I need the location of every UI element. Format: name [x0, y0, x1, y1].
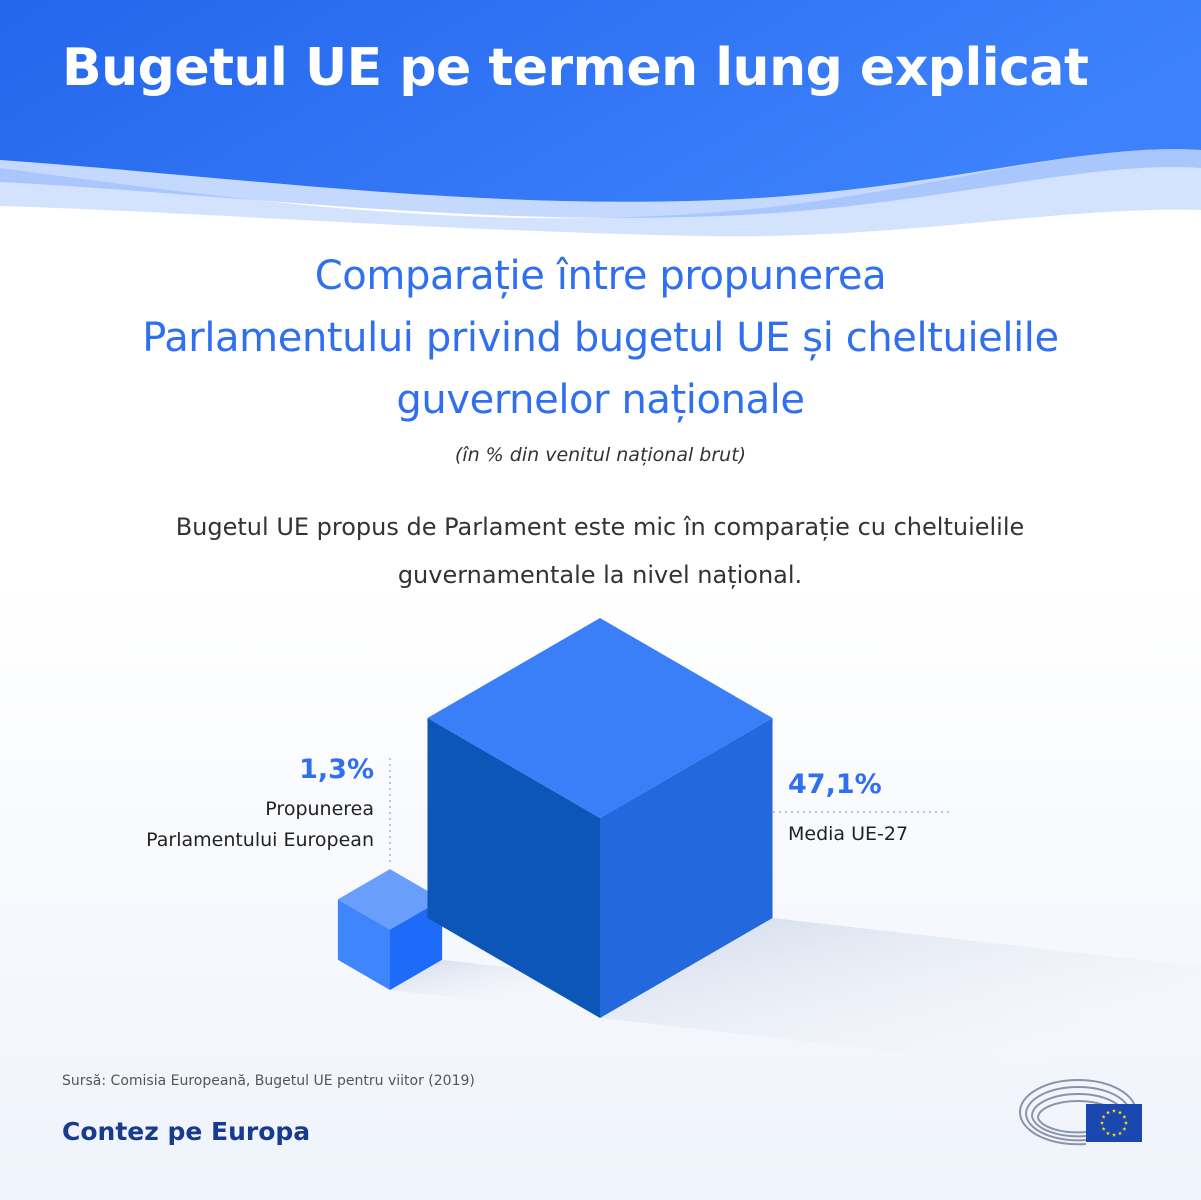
- chart-subtitle: (în % din venitul național brut): [454, 444, 747, 466]
- chart-title-line: Comparație între propunerea: [314, 253, 887, 299]
- eu-star-icon: [1099, 1120, 1105, 1125]
- hemicycle-icon: [1018, 1079, 1137, 1146]
- eu-star-icon: [1111, 1108, 1117, 1113]
- data-label-ep-proposal: 1,3%: [299, 754, 374, 785]
- eu-star-icon: [1122, 1114, 1127, 1119]
- category-label-eu27-average: Media UE-27: [788, 819, 908, 850]
- eu-star-icon: [1101, 1126, 1106, 1131]
- intro-line: guvernamentale la nivel național.: [397, 561, 803, 589]
- eu-stars-icon: [1099, 1108, 1129, 1137]
- european-parliament-logo: [1018, 1079, 1142, 1146]
- eu-star-icon: [1105, 1110, 1111, 1115]
- eu-star-icon: [1111, 1132, 1117, 1137]
- category-label-line: Parlamentului European: [146, 829, 374, 851]
- intro-line: Bugetul UE propus de Parlament este mic …: [175, 513, 1025, 541]
- category-label-ep-proposal: Propunerea Parlamentului European: [146, 794, 374, 856]
- eu-star-icon: [1105, 1131, 1111, 1136]
- eu-star-icon: [1117, 1131, 1123, 1136]
- category-label-line: Propunerea: [265, 798, 374, 820]
- source-note: Sursă: Comisia Europeană, Bugetul UE pen…: [62, 1073, 475, 1089]
- chart-title-line: guvernelor naționale: [396, 377, 805, 423]
- eu-star-icon: [1122, 1126, 1127, 1131]
- eu-star-icon: [1123, 1120, 1129, 1125]
- footer-slogan: Contez pe Europa: [62, 1117, 311, 1146]
- intro-text: Bugetul UE propus de Parlament este mic …: [100, 503, 1100, 599]
- eu-star-icon: [1101, 1114, 1106, 1119]
- category-label-line: Media UE-27: [788, 823, 909, 845]
- chart-title-line: Parlamentului privind bugetul UE și chel…: [142, 315, 1059, 361]
- chart-title: Comparație între propunerea Parlamentulu…: [0, 245, 1201, 431]
- eu-star-icon: [1117, 1110, 1123, 1115]
- data-label-eu27-average: 47,1%: [788, 769, 882, 800]
- page-title: Bugetul UE pe termen lung explicat: [62, 38, 1089, 98]
